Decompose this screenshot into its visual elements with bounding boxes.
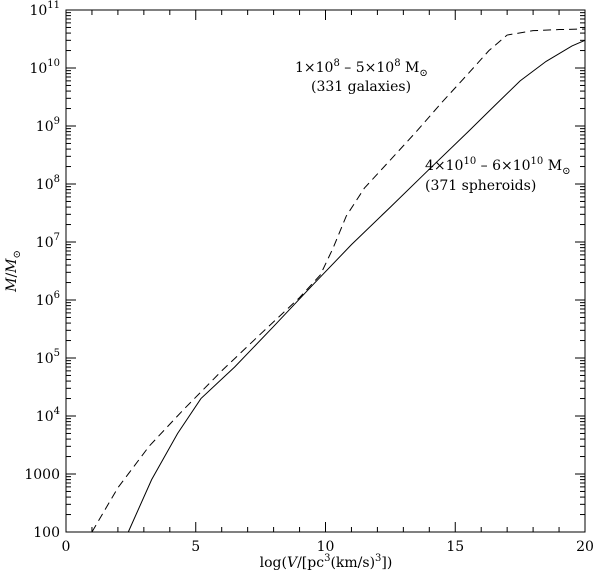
x-tick-label: 5 (191, 539, 200, 555)
y-tick-label: 105 (36, 348, 60, 367)
solid-series-line (127, 39, 586, 533)
y-tick-label: 108 (36, 174, 60, 193)
x-tick-label: 10 (317, 539, 335, 555)
y-tick-label: 1000 (24, 467, 60, 483)
y-tick-label: 1011 (29, 0, 60, 19)
svg-text:4×1010 – 6×1010 M⊙: 4×1010 – 6×1010 M⊙ (425, 156, 570, 177)
y-tick-label: 100 (33, 525, 60, 541)
y-ticks: 100 1000 104 105 106 107 108 109 1010 1011 (24, 0, 585, 541)
svg-text:(371 spheroids): (371 spheroids) (425, 178, 536, 194)
x-tick-label: 15 (446, 539, 464, 555)
x-ticks: 0 5 10 15 20 (62, 10, 594, 555)
y-tick-label: 107 (36, 232, 60, 251)
x-tick-label: 20 (576, 539, 594, 555)
y-tick-label: 104 (36, 406, 60, 425)
y-tick-label: 109 (36, 116, 60, 135)
y-tick-label: 1010 (29, 58, 60, 77)
dashed-series-annotation: 1×108 – 5×108 M⊙ (331 galaxies) (295, 58, 428, 95)
solid-series-annotation: 4×1010 – 6×1010 M⊙ (371 spheroids) (425, 156, 570, 194)
dashed-series-line (91, 28, 586, 533)
svg-text:(331 galaxies): (331 galaxies) (311, 79, 411, 95)
series-layer (91, 28, 586, 533)
y-tick-label: 106 (36, 290, 60, 309)
x-tick-label: 0 (62, 539, 71, 555)
svg-text:1×108 – 5×108 M⊙: 1×108 – 5×108 M⊙ (295, 58, 428, 79)
x-axis-label: log(V/[pc3(km/s)3]) (260, 553, 393, 571)
y-axis-label: M/M⊙ (4, 250, 23, 293)
